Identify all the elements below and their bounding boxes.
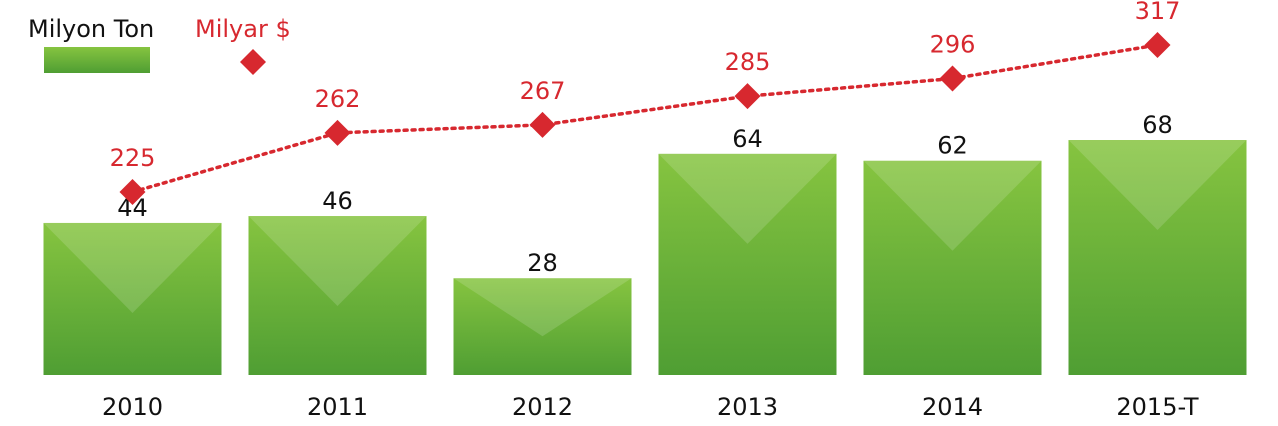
bar-label: 46 xyxy=(322,187,353,215)
bar xyxy=(43,222,222,375)
legend-label: Milyon Ton xyxy=(28,15,154,43)
x-tick-label: 2010 xyxy=(102,393,163,421)
bar xyxy=(658,153,837,375)
line-label: 317 xyxy=(1135,0,1181,25)
bar-label: 28 xyxy=(527,249,558,277)
x-tick-label: 2013 xyxy=(717,393,778,421)
legend-label: Milyar $ xyxy=(195,15,291,43)
bar-highlight xyxy=(248,216,427,307)
line-marker xyxy=(324,119,351,146)
line-label: 285 xyxy=(725,48,771,76)
line-label: 225 xyxy=(110,144,156,172)
line-label: 267 xyxy=(520,77,566,105)
line-marker xyxy=(529,111,556,138)
bar-label: 62 xyxy=(937,132,968,160)
x-tick-label: 2015-T xyxy=(1116,393,1199,421)
line-marker xyxy=(939,65,966,92)
line-marker xyxy=(119,179,146,205)
line-label: 262 xyxy=(315,85,361,113)
legend-swatch xyxy=(44,47,150,73)
line xyxy=(130,43,1160,194)
line-marker xyxy=(734,83,761,110)
line-label: 296 xyxy=(930,31,976,59)
bar xyxy=(248,216,427,375)
legend-marker xyxy=(240,49,266,75)
bar xyxy=(1068,140,1247,375)
bar-highlight xyxy=(1068,140,1247,230)
bar xyxy=(863,160,1042,375)
bar-label: 64 xyxy=(732,125,763,153)
bar xyxy=(453,278,632,375)
bar-highlight xyxy=(43,222,222,313)
bar-highlight xyxy=(863,160,1042,251)
x-tick-label: 2011 xyxy=(307,393,368,421)
bar-label: 68 xyxy=(1142,111,1173,139)
line-marker xyxy=(1144,32,1171,58)
bar-highlight xyxy=(658,153,837,244)
x-tick-label: 2012 xyxy=(512,393,573,421)
bar-highlight xyxy=(453,278,632,337)
x-tick-label: 2014 xyxy=(922,393,983,421)
